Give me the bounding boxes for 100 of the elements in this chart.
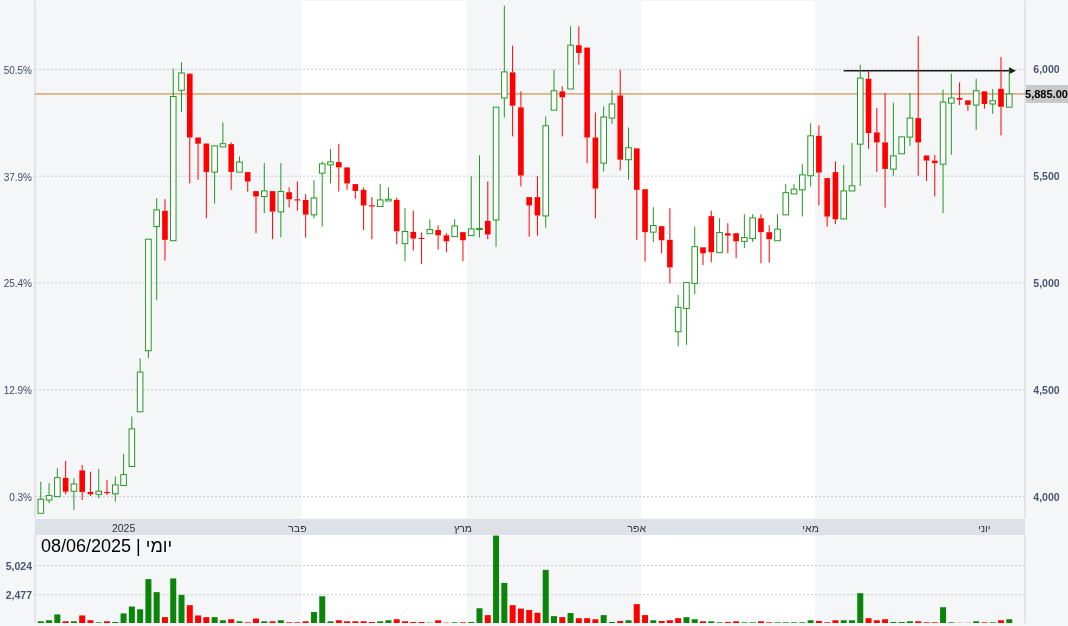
bar bbox=[484, 615, 491, 623]
bar bbox=[575, 618, 582, 623]
y-tick-label: 5,024 bbox=[5, 559, 33, 572]
bar bbox=[87, 620, 94, 623]
candlestick bbox=[650, 206, 657, 243]
y2-tick-label: 25.4% bbox=[3, 278, 33, 290]
bar bbox=[476, 608, 483, 623]
bar bbox=[195, 615, 202, 623]
bar bbox=[161, 617, 168, 623]
bar bbox=[120, 613, 127, 623]
candlestick bbox=[998, 56, 1004, 136]
bar bbox=[211, 617, 218, 623]
candlestick bbox=[70, 477, 78, 511]
candlestick bbox=[401, 207, 409, 262]
bar bbox=[54, 614, 61, 623]
bar bbox=[873, 620, 880, 623]
bar bbox=[526, 609, 533, 623]
candlestick bbox=[617, 69, 624, 171]
bar bbox=[807, 620, 814, 623]
bar bbox=[642, 615, 649, 623]
bar bbox=[128, 606, 135, 623]
bar bbox=[882, 619, 889, 623]
candlestick bbox=[518, 90, 524, 187]
candlestick bbox=[294, 181, 301, 212]
candlestick bbox=[816, 124, 822, 206]
bar bbox=[79, 615, 86, 623]
bar bbox=[170, 578, 177, 623]
bar bbox=[675, 618, 682, 623]
candlestick bbox=[277, 162, 285, 238]
candlestick bbox=[915, 35, 922, 177]
candlestick bbox=[501, 5, 508, 118]
candlestick bbox=[725, 222, 731, 254]
bar bbox=[335, 620, 342, 623]
bar bbox=[567, 613, 574, 623]
bar bbox=[849, 620, 855, 623]
bar bbox=[153, 592, 160, 623]
bar bbox=[559, 617, 566, 623]
bar bbox=[1006, 619, 1013, 623]
x-tick-label: יוני bbox=[978, 522, 991, 534]
bar bbox=[385, 620, 392, 623]
candlestick bbox=[153, 197, 160, 301]
bar bbox=[940, 607, 947, 623]
candlestick bbox=[956, 81, 963, 106]
x-tick-label: 2025 bbox=[111, 522, 136, 534]
bar bbox=[592, 619, 599, 623]
candlestick bbox=[178, 61, 185, 113]
candlestick bbox=[369, 196, 375, 240]
candlestick bbox=[989, 88, 997, 115]
candlestick bbox=[335, 143, 342, 193]
annotation: יומי | 08/06/2025 bbox=[41, 536, 173, 556]
x-tick-label: פבר bbox=[288, 522, 307, 534]
bar bbox=[493, 535, 500, 623]
bar bbox=[857, 593, 864, 623]
bar bbox=[658, 620, 665, 623]
candlestick bbox=[542, 115, 550, 229]
bar bbox=[501, 582, 508, 623]
bar bbox=[137, 609, 144, 623]
bar bbox=[666, 620, 673, 623]
y-tick-label: 6,000 bbox=[1033, 63, 1060, 76]
candlestick bbox=[758, 213, 764, 264]
candlestick bbox=[310, 179, 318, 219]
candlestick bbox=[874, 107, 880, 173]
y2-tick-label: 37.9% bbox=[3, 172, 33, 184]
bar bbox=[203, 617, 210, 623]
candlestick bbox=[882, 92, 888, 209]
bar bbox=[145, 579, 152, 623]
x-tick-label: אפר bbox=[627, 522, 647, 534]
y2-tick-label: 12.9% bbox=[3, 384, 33, 396]
bar bbox=[551, 616, 558, 623]
candlestick bbox=[435, 224, 441, 251]
bar bbox=[840, 620, 847, 623]
candlestick bbox=[393, 197, 400, 245]
y-tick-label: 5,000 bbox=[1033, 277, 1060, 289]
bar bbox=[683, 617, 690, 623]
y2-tick-label: 50.5% bbox=[3, 64, 33, 76]
ref-line-label: 5,885.00 bbox=[1025, 87, 1068, 100]
bar bbox=[542, 569, 549, 623]
bar bbox=[633, 604, 640, 623]
bar bbox=[228, 619, 235, 623]
y-tick-label: 5,500 bbox=[1033, 170, 1060, 183]
y2-tick-label: 0.3% bbox=[9, 491, 33, 503]
bar bbox=[517, 608, 524, 623]
bar bbox=[219, 620, 226, 623]
candlestick bbox=[410, 210, 417, 252]
candlestick bbox=[79, 464, 85, 501]
candlestick bbox=[260, 162, 268, 214]
bar bbox=[277, 620, 284, 623]
bar bbox=[46, 620, 53, 623]
candlestick bbox=[625, 126, 632, 181]
bar bbox=[584, 618, 591, 623]
candlestick bbox=[302, 193, 309, 238]
y-tick-label: 4,000 bbox=[1033, 490, 1060, 503]
bar bbox=[617, 620, 624, 623]
bar bbox=[691, 619, 698, 623]
candlestick bbox=[766, 224, 773, 264]
bar bbox=[509, 605, 516, 623]
x-tick-label: מרץ bbox=[453, 522, 473, 534]
candlestick bbox=[856, 64, 864, 187]
candlestick bbox=[559, 85, 566, 137]
candlestick bbox=[286, 186, 292, 209]
